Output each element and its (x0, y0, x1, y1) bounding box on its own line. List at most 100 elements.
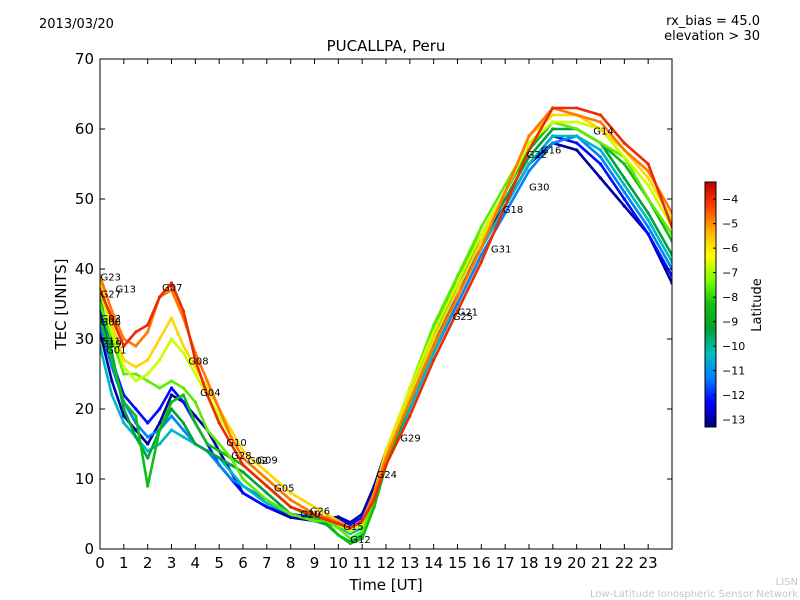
x-tick-label: 11 (353, 554, 372, 572)
satellite-label: G22 (527, 150, 547, 161)
data-point (241, 449, 245, 453)
data-point (479, 253, 483, 257)
x-tick-label: 17 (496, 554, 515, 572)
x-tick-label: 2 (143, 554, 153, 572)
y-tick-label: 30 (75, 330, 94, 348)
data-point (348, 526, 352, 530)
x-tick-label: 15 (448, 554, 467, 572)
series-line (100, 106, 672, 530)
data-point (324, 512, 328, 516)
data-point (312, 505, 317, 509)
satellite-label: G05 (274, 483, 294, 494)
x-tick-label: 18 (519, 554, 538, 572)
data-point (158, 407, 162, 411)
satellite-label: G21 (458, 308, 478, 319)
data-point (336, 515, 340, 519)
data-point (146, 449, 150, 453)
colorbar-tick-label: −13 (722, 414, 745, 427)
data-point (646, 176, 650, 180)
data-point (217, 463, 221, 467)
data-point (193, 421, 197, 425)
colorbar-tick-label: −6 (722, 242, 738, 255)
data-point (360, 519, 364, 523)
data-point (158, 421, 162, 425)
data-point (169, 386, 174, 390)
data-point (134, 379, 138, 383)
data-point (646, 232, 650, 236)
data-point (622, 155, 626, 159)
data-point (479, 232, 483, 236)
data-point (265, 505, 269, 509)
data-point (205, 379, 209, 383)
x-tick-label: 10 (329, 554, 348, 572)
data-point (181, 421, 185, 425)
x-axis-label: Time [UT] (348, 576, 422, 594)
data-point (527, 141, 531, 145)
data-point (432, 330, 436, 334)
data-point (336, 526, 340, 530)
data-point (432, 344, 436, 348)
data-point (575, 120, 579, 124)
x-tick-label: 12 (376, 554, 395, 572)
x-tick-label: 19 (543, 554, 562, 572)
data-point (503, 190, 507, 194)
data-point (551, 127, 555, 131)
data-point (110, 358, 114, 362)
data-point (408, 400, 412, 404)
data-point (146, 379, 150, 383)
data-point (265, 484, 269, 488)
satellite-label: G04 (200, 388, 220, 399)
data-point (622, 197, 626, 201)
data-point (646, 225, 650, 229)
data-point (241, 463, 245, 467)
data-point (110, 309, 114, 313)
data-point (408, 414, 412, 418)
data-point (527, 148, 531, 152)
satellite-label: G10 (226, 438, 246, 449)
data-point (158, 295, 162, 299)
satellite-labels: G23G27G13G03G06G11G19G01G07G08G04G10G28G… (101, 126, 614, 546)
data-point (241, 491, 245, 495)
data-point (265, 470, 269, 474)
y-tick-label: 0 (84, 540, 94, 558)
colorbar-tick-label: −5 (722, 218, 738, 231)
data-point (503, 183, 507, 187)
data-point (646, 169, 650, 173)
data-point (455, 288, 460, 292)
y-tick-label: 70 (75, 50, 94, 68)
satellite-label: G02 (248, 456, 268, 467)
data-point (122, 421, 126, 425)
data-point (146, 372, 150, 376)
data-point (503, 204, 507, 208)
data-point (169, 379, 174, 383)
data-point (158, 386, 162, 390)
data-point (479, 260, 483, 264)
data-point (312, 519, 317, 523)
data-point (146, 358, 150, 362)
data-point (336, 533, 340, 537)
x-tick-label: 16 (472, 554, 491, 572)
data-point (360, 536, 364, 541)
data-point (158, 358, 162, 362)
y-axis: 0 10 20 30 40 50 60 70 (75, 50, 672, 558)
data-point (289, 515, 293, 520)
data-point (622, 190, 626, 194)
data-point (217, 449, 221, 453)
colorbar-tick-label: −11 (722, 365, 745, 378)
x-tick-label: 6 (238, 554, 248, 572)
satellite-label: G13 (116, 285, 136, 296)
data-point (384, 456, 388, 460)
data-point (122, 337, 126, 341)
data-point (193, 372, 197, 376)
colorbar-tick-label: −7 (722, 267, 738, 280)
data-point (205, 393, 209, 397)
satellite-label: G26 (310, 507, 330, 518)
data-point (158, 428, 162, 432)
y-tick-label: 40 (75, 260, 94, 278)
x-tick-label: 4 (191, 554, 201, 572)
data-point (551, 141, 555, 145)
data-point (408, 407, 412, 411)
data-point (575, 106, 579, 110)
data-point (241, 456, 245, 460)
satellite-label: G24 (377, 470, 397, 481)
